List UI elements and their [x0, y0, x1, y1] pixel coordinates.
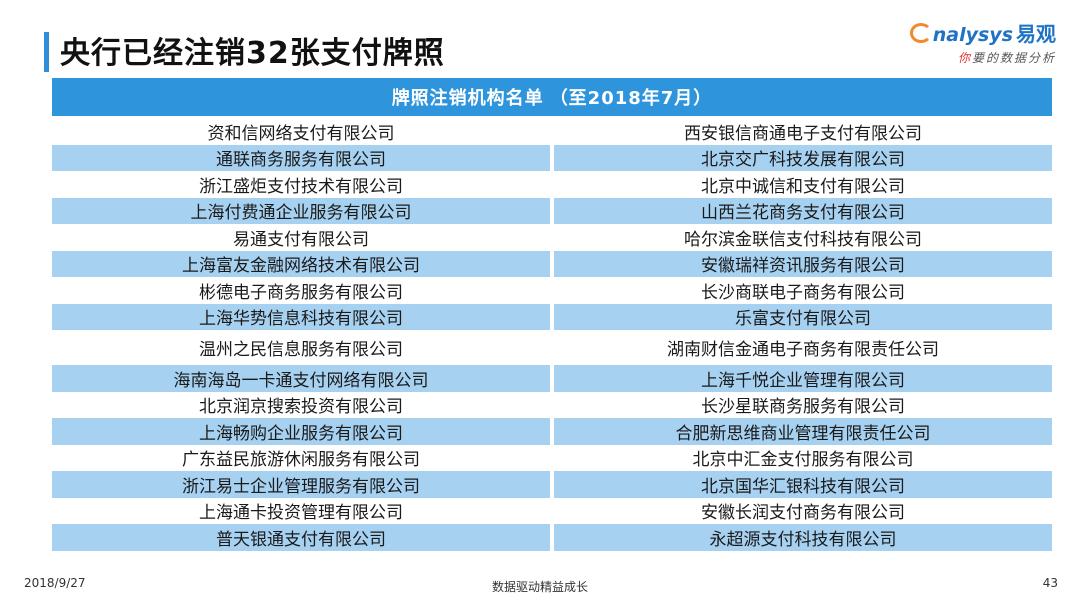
table-row: 彬德电子商务服务有限公司 长沙商联电子商务有限公司 — [52, 277, 1052, 304]
company-name-left: 通联商务服务有限公司 — [52, 144, 550, 171]
company-name-left: 海南海岛一卡通支付网络有限公司 — [52, 365, 550, 392]
company-name-right: 永超源支付科技有限公司 — [554, 524, 1052, 551]
company-name-left: 温州之民信息服务有限公司 — [199, 340, 403, 360]
company-name-left: 上海富友金融网络技术有限公司 — [52, 250, 550, 277]
company-name-left: 普天银通支付有限公司 — [52, 524, 550, 551]
table-row: 浙江盛炬支付技术有限公司 北京中诚信和支付有限公司 — [52, 171, 1052, 198]
analysys-logo: nalysys 易观 你要的数据分析 — [906, 18, 1056, 78]
company-name-right: 安徽瑞祥资讯服务有限公司 — [554, 250, 1052, 277]
company-name-right: 乐富支付有限公司 — [554, 303, 1052, 330]
table-row: 上海通卡投资管理有限公司 安徽长润支付商务有限公司 — [52, 498, 1052, 525]
company-name-right: 合肥新思维商业管理有限责任公司 — [554, 418, 1052, 445]
table-row: 北京润京搜索投资有限公司 长沙星联商务服务有限公司 — [52, 392, 1052, 419]
company-name-left: 资和信网络支付有限公司 — [207, 123, 395, 144]
company-name-left: 上海通卡投资管理有限公司 — [199, 503, 403, 524]
table-row: 温州之民信息服务有限公司 湖南财信金通电子商务有限责任公司 — [52, 330, 1052, 365]
table-row: 上海富友金融网络技术有限公司 安徽瑞祥资讯服务有限公司 — [52, 250, 1052, 277]
logo-wordmark: nalysys 易观 — [906, 18, 1056, 47]
company-name-left: 上海畅购企业服务有限公司 — [52, 418, 550, 445]
footer-date: 2018/9/27 — [24, 576, 86, 590]
logo-brand-en: nalysys — [932, 24, 1013, 46]
table-header: 牌照注销机构名单 （至2018年7月） — [52, 78, 1052, 116]
company-name-left: 广东益民旅游休闲服务有限公司 — [182, 450, 420, 471]
table-row: 上海华势信息科技有限公司 乐富支付有限公司 — [52, 303, 1052, 330]
company-name-right: 上海千悦企业管理有限公司 — [554, 365, 1052, 392]
company-name-left: 浙江盛炬支付技术有限公司 — [199, 176, 403, 197]
table-row: 广东益民旅游休闲服务有限公司 北京中汇金支付服务有限公司 — [52, 445, 1052, 472]
company-name-left: 上海付费通企业服务有限公司 — [52, 197, 550, 224]
company-name-left: 北京润京搜索投资有限公司 — [199, 397, 403, 418]
table-row: 资和信网络支付有限公司 西安银信商通电子支付有限公司 — [52, 118, 1052, 145]
table-row: 易通支付有限公司 哈尔滨金联信支付科技有限公司 — [52, 224, 1052, 251]
company-name-left: 浙江易士企业管理服务有限公司 — [52, 471, 550, 498]
company-name-right: 湖南财信金通电子商务有限责任公司 — [667, 340, 939, 360]
company-name-left: 彬德电子商务服务有限公司 — [199, 282, 403, 303]
logo-slogan-accent: 你 — [957, 51, 972, 65]
footer-slogan: 数据驱动精益成长 — [491, 580, 588, 594]
company-name-right: 长沙商联电子商务有限公司 — [701, 282, 905, 303]
company-name-left: 上海华势信息科技有限公司 — [52, 303, 550, 330]
table-header-title: 牌照注销机构名单 — [391, 88, 544, 109]
logo-brand-cn: 易观 — [1016, 22, 1056, 46]
company-name-right: 北京交广科技发展有限公司 — [554, 144, 1052, 171]
logo-slogan-rest: 要的数据分析 — [971, 51, 1056, 65]
company-name-right: 北京中诚信和支付有限公司 — [701, 176, 905, 197]
table-row: 通联商务服务有限公司 北京交广科技发展有限公司 — [52, 144, 1052, 171]
company-name-right: 北京国华汇银科技有限公司 — [554, 471, 1052, 498]
table-header-note: （至2018年7月） — [549, 88, 713, 109]
company-name-left: 易通支付有限公司 — [233, 229, 369, 250]
table-row: 上海付费通企业服务有限公司 山西兰花商务支付有限公司 — [52, 197, 1052, 224]
company-name-right: 长沙星联商务服务有限公司 — [701, 397, 905, 418]
table-row: 上海畅购企业服务有限公司 合肥新思维商业管理有限责任公司 — [52, 418, 1052, 445]
logo-slogan: 你要的数据分析 — [906, 49, 1056, 66]
company-name-right: 西安银信商通电子支付有限公司 — [684, 123, 922, 144]
logo-swoosh-icon — [909, 23, 932, 43]
table-row: 浙江易士企业管理服务有限公司 北京国华汇银科技有限公司 — [52, 471, 1052, 498]
page-title: 央行已经注销32张支付牌照 — [60, 36, 445, 71]
revoked-license-table: 资和信网络支付有限公司 西安银信商通电子支付有限公司 通联商务服务有限公司 北京交广科… — [52, 118, 1052, 551]
company-name-right: 山西兰花商务支付有限公司 — [554, 197, 1052, 224]
page-number: 43 — [1042, 576, 1058, 590]
company-name-right: 安徽长润支付商务有限公司 — [701, 503, 905, 524]
table-row: 海南海岛一卡通支付网络有限公司 上海千悦企业管理有限公司 — [52, 365, 1052, 392]
company-name-right: 北京中汇金支付服务有限公司 — [692, 450, 914, 471]
company-name-right: 哈尔滨金联信支付科技有限公司 — [684, 229, 922, 250]
title-accent-bar — [44, 32, 49, 72]
table-row: 普天银通支付有限公司 永超源支付科技有限公司 — [52, 524, 1052, 551]
